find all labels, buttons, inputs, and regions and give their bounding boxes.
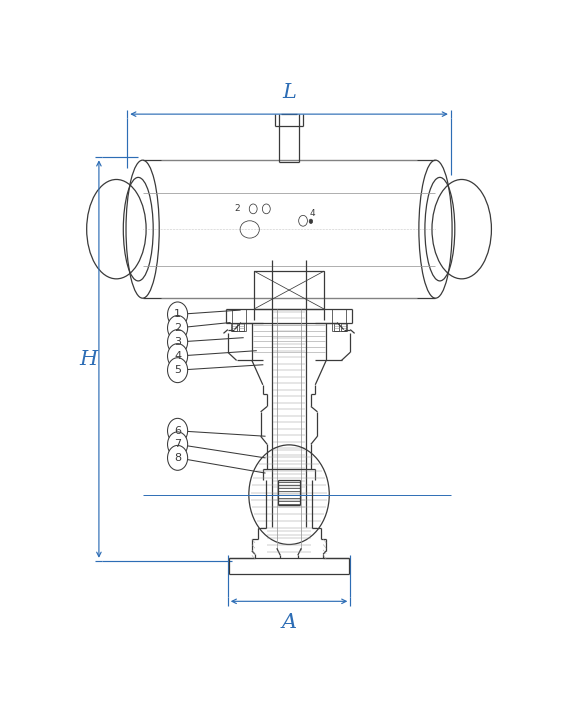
Text: 8: 8 xyxy=(174,453,181,463)
Circle shape xyxy=(168,302,188,327)
Circle shape xyxy=(168,418,188,444)
Text: 3: 3 xyxy=(174,337,181,347)
Circle shape xyxy=(309,219,312,224)
Circle shape xyxy=(168,344,188,368)
Text: 5: 5 xyxy=(174,365,181,375)
Circle shape xyxy=(168,432,188,457)
Text: A: A xyxy=(281,613,297,632)
Text: 7: 7 xyxy=(174,439,181,449)
Text: 4: 4 xyxy=(310,209,315,218)
Circle shape xyxy=(168,316,188,340)
Text: L: L xyxy=(282,83,296,102)
Text: 4: 4 xyxy=(174,351,181,361)
Text: 6: 6 xyxy=(174,426,181,436)
Circle shape xyxy=(168,446,188,470)
Text: 2: 2 xyxy=(174,323,181,333)
Text: 2: 2 xyxy=(235,205,240,214)
Bar xyxy=(254,271,324,309)
Circle shape xyxy=(168,330,188,354)
Circle shape xyxy=(168,358,188,382)
Text: H: H xyxy=(79,349,97,368)
Text: 1: 1 xyxy=(174,309,181,319)
